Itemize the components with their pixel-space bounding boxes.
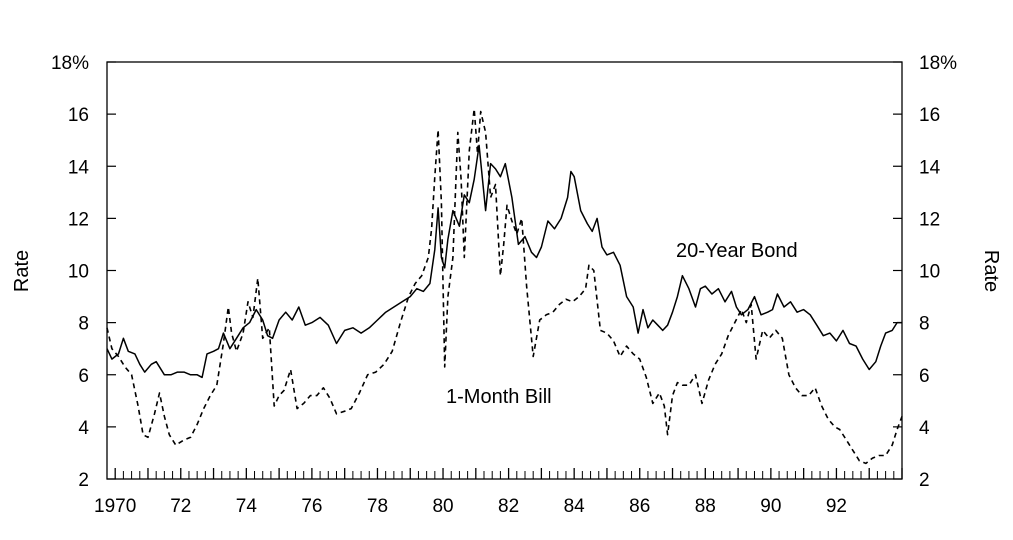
y-tick-label-right: 18% — [919, 53, 957, 74]
x-tick-label: 72 — [170, 496, 191, 517]
y-tick-label-right: 12 — [919, 209, 940, 230]
y-tick-label-right: 8 — [919, 314, 930, 335]
y-tick-label-right: 16 — [919, 105, 940, 126]
x-tick-label: 78 — [367, 496, 388, 517]
y-tick-label-left: 18% — [51, 53, 89, 74]
x-tick-label: 74 — [236, 496, 258, 517]
x-tick-label: 90 — [760, 496, 781, 517]
right-y-axis-title: Rate — [980, 250, 1002, 292]
x-tick-label: 76 — [301, 496, 322, 517]
y-tick-label-left: 6 — [78, 366, 89, 387]
labels: Rate Rate 20-Year Bond 1-Month Bill — [11, 240, 1002, 408]
x-tick-label: 1970 — [94, 496, 136, 517]
x-tick-label: 84 — [564, 496, 586, 517]
y-tick-label-left: 2 — [78, 470, 89, 491]
series-label-1-month-bill: 1-Month Bill — [446, 386, 552, 408]
plot-frame — [106, 61, 903, 480]
y-tick-label-right: 10 — [919, 262, 940, 283]
left-y-axis-title: Rate — [11, 250, 33, 292]
y-tick-label-right: 6 — [919, 366, 930, 387]
y-tick-label-left: 14 — [68, 157, 90, 178]
x-tick-label: 86 — [629, 496, 650, 517]
y-tick-label-left: 10 — [68, 262, 89, 283]
x-tick-label: 92 — [826, 496, 847, 517]
x-tick-label: 88 — [695, 496, 716, 517]
x-tick-label: 82 — [498, 496, 519, 517]
series-line-20-year-bond — [106, 144, 902, 379]
y-tick-label-left: 4 — [78, 418, 89, 439]
y-tick-label-left: 16 — [68, 105, 89, 126]
series-line-1-month-bill — [106, 108, 903, 465]
y-tick-label-right: 14 — [919, 157, 941, 178]
y-tick-label-left: 8 — [78, 314, 89, 335]
y-tick-label-left: 12 — [68, 209, 89, 230]
x-tick-label: 80 — [432, 496, 453, 517]
y-tick-label-right: 4 — [919, 418, 930, 439]
series-lines — [106, 108, 903, 465]
y-tick-label-right: 2 — [919, 470, 930, 491]
series-label-20-year-bond: 20-Year Bond — [676, 240, 798, 262]
